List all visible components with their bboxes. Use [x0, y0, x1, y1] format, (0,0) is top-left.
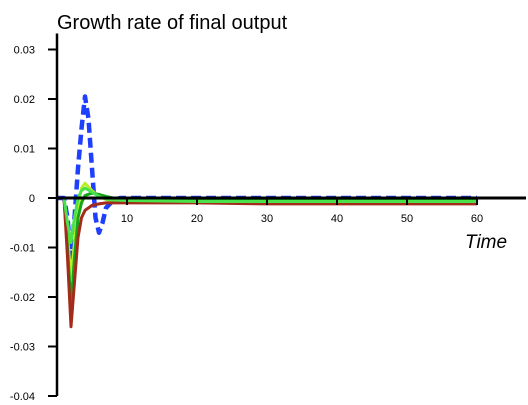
x-tick-label: 40 — [331, 213, 343, 225]
series-line-3 — [57, 191, 477, 309]
y-tick-label: 0.02 — [14, 94, 35, 106]
y-tick-label: -0.02 — [10, 292, 35, 304]
y-tick-label: 0 — [29, 193, 35, 205]
y-tick-label: -0.01 — [10, 243, 35, 255]
series-line-1 — [57, 94, 477, 260]
x-tick-label: 20 — [191, 213, 203, 225]
y-tick-label: -0.03 — [10, 342, 35, 354]
x-tick-label: 60 — [471, 213, 483, 225]
y-tick-label: -0.04 — [10, 391, 35, 403]
x-tick-label: 50 — [401, 213, 413, 225]
series-layer — [57, 94, 477, 329]
x-tick-label: 30 — [261, 213, 273, 225]
y-tick-label: 0.03 — [14, 45, 35, 57]
axes-layer: 0.03 0.02 0.01 0 -0.01 -0.02 -0.03 -0.04 10 20 30 4… — [10, 33, 526, 403]
chart-title: Growth rate of final output — [57, 12, 288, 34]
x-tick-label: 10 — [121, 213, 133, 225]
y-tick-label: 0.01 — [14, 144, 35, 156]
x-axis-label: Time — [465, 232, 507, 253]
